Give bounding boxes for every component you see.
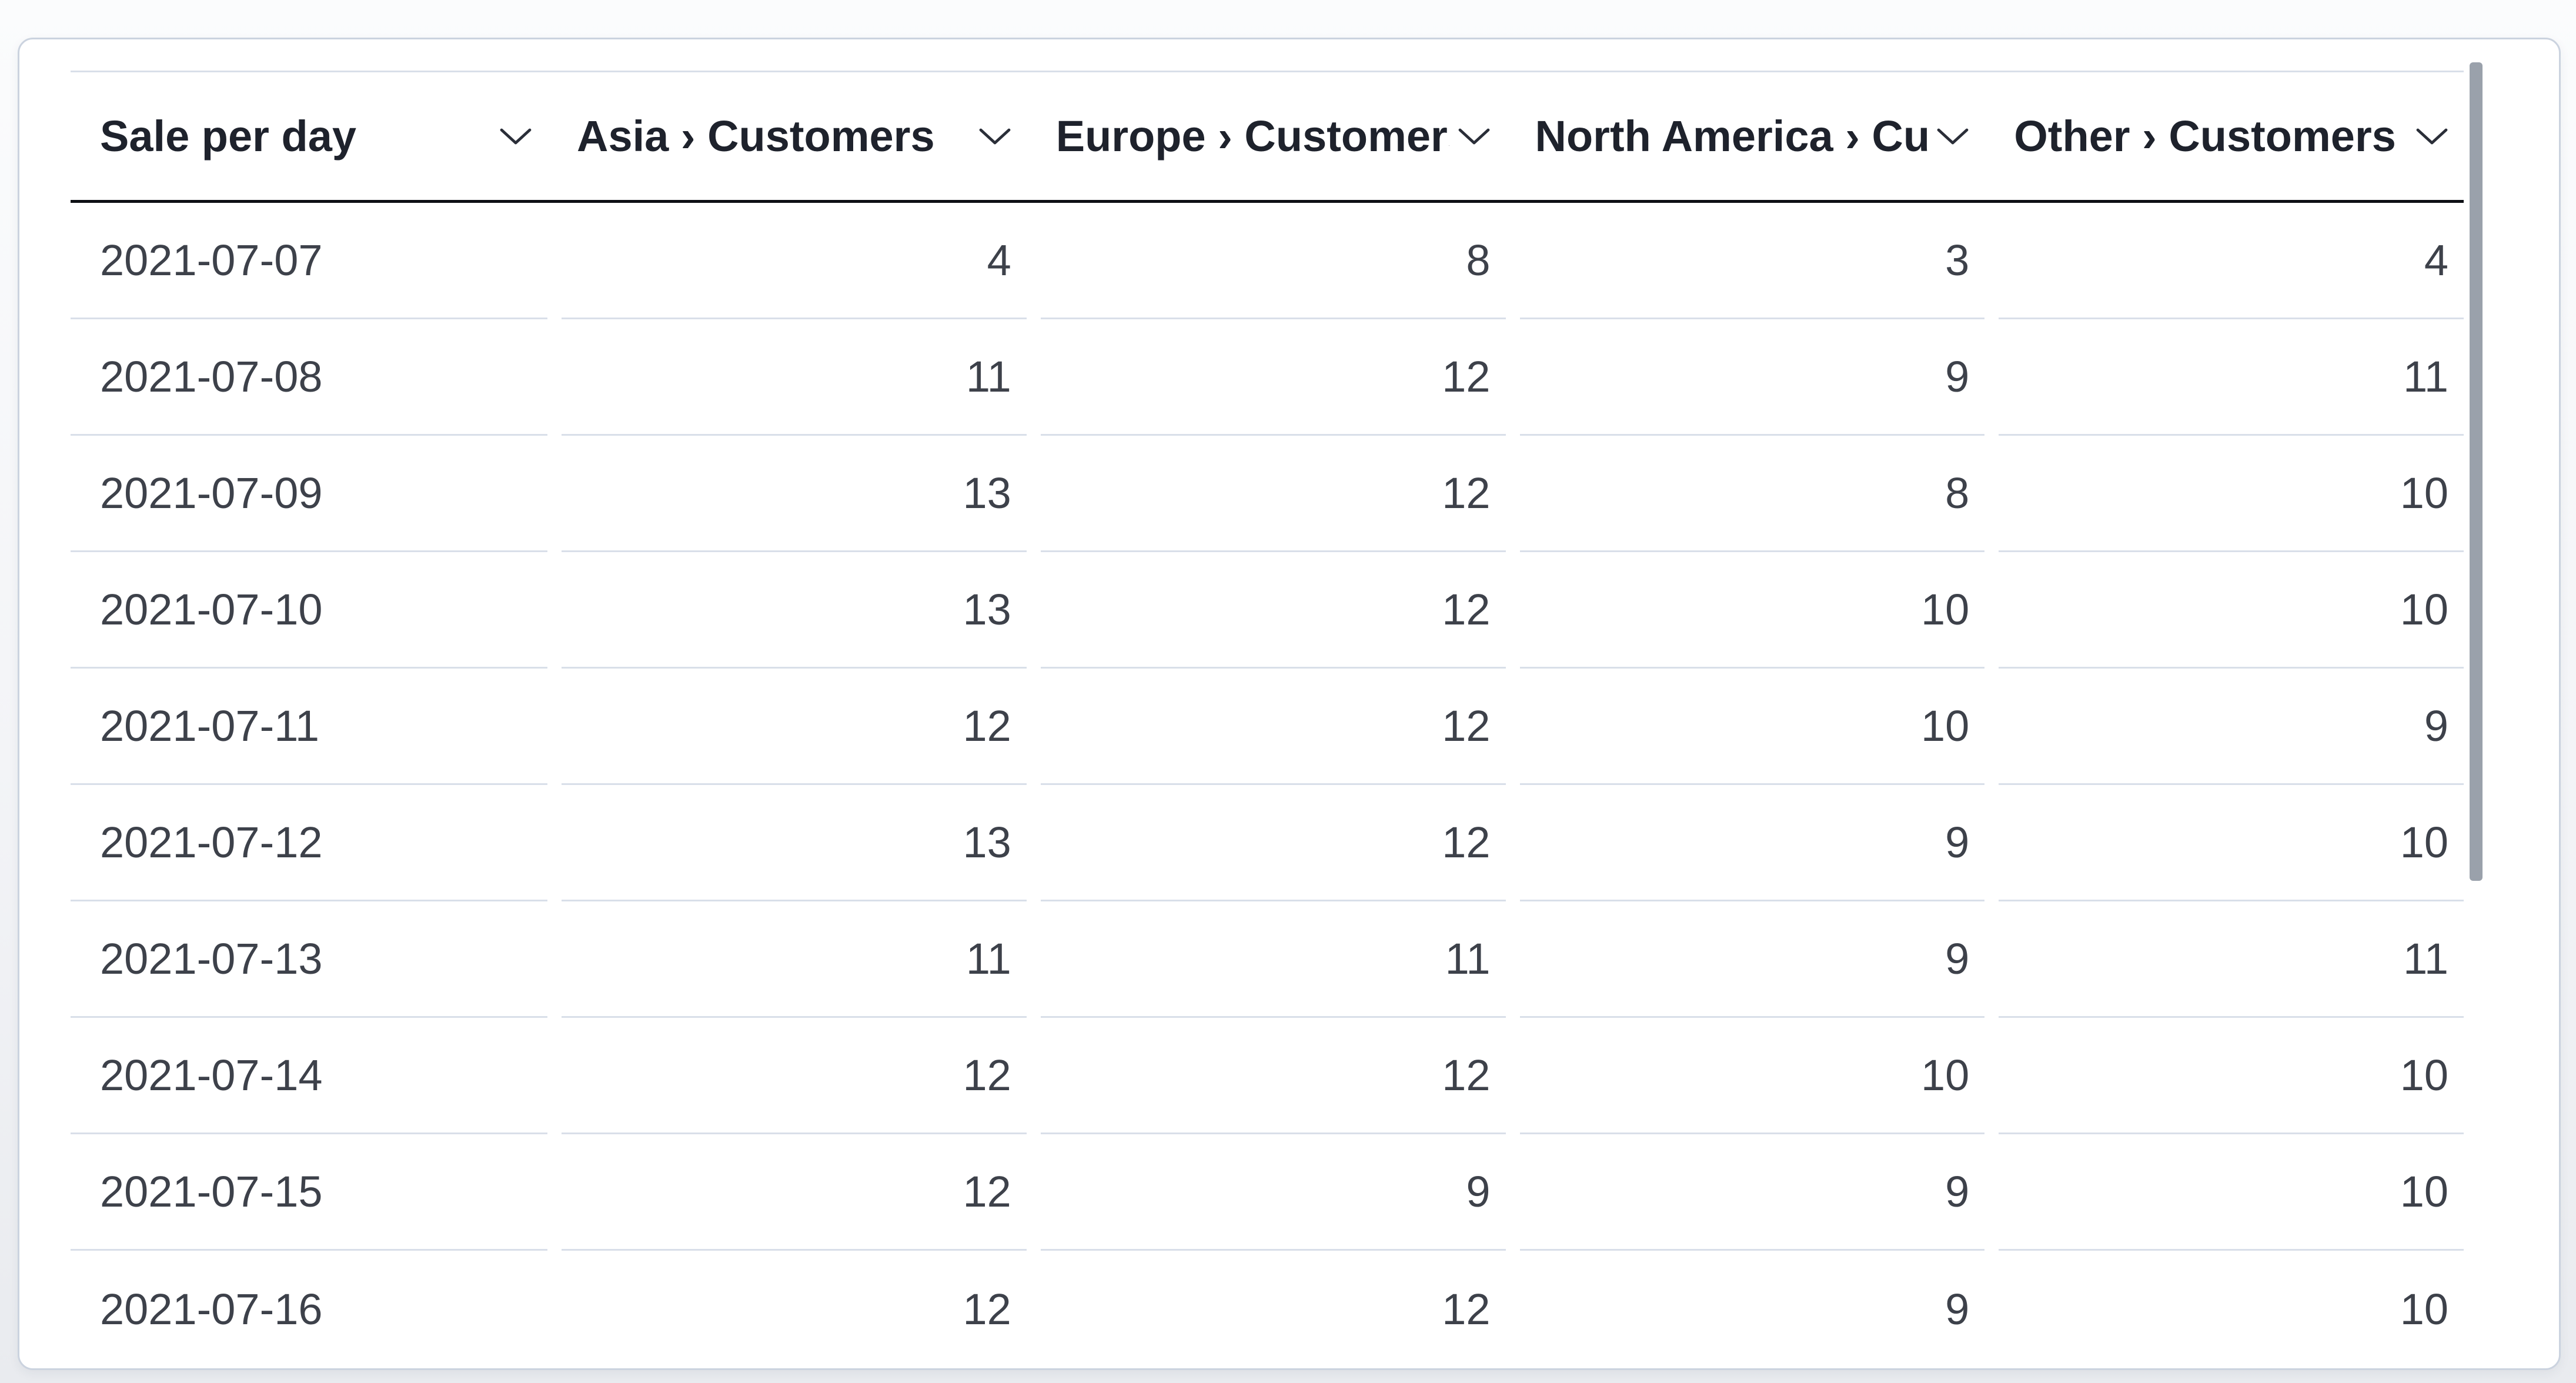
- value-cell: 12: [1040, 669, 1506, 785]
- date-cell: 2021-07-08: [71, 319, 547, 436]
- value-cell: 10: [1999, 1018, 2464, 1134]
- value-cell: 4: [1999, 203, 2464, 319]
- table-row: 2021-07-16 12 12 9 10: [71, 1251, 2464, 1367]
- column-header-label: Other › Customers: [2014, 112, 2396, 161]
- value-cell: 11: [1999, 901, 2464, 1018]
- value-cell: 4: [562, 203, 1027, 319]
- value-cell: 12: [1040, 319, 1506, 436]
- table-row: 2021-07-12 13 12 9 10: [71, 785, 2464, 901]
- value-cell: 9: [1519, 319, 1985, 436]
- value-cell: 10: [1999, 552, 2464, 669]
- table-card: [18, 38, 2561, 1370]
- column-header-label: Sale per day: [100, 112, 357, 161]
- date-cell: 2021-07-10: [71, 552, 547, 669]
- value-cell: 11: [1999, 319, 2464, 436]
- date-cell: 2021-07-09: [71, 436, 547, 552]
- column-header-1[interactable]: Asia › Customers: [562, 72, 1027, 200]
- value-cell: 13: [562, 436, 1027, 552]
- column-header-3[interactable]: North America › Customers: [1520, 72, 1985, 200]
- table-row: 2021-07-08 11 12 9 11: [71, 319, 2464, 436]
- data-table: Sale per day Asia › Customers Europe › C…: [71, 71, 2464, 1367]
- value-cell: 8: [1519, 436, 1985, 552]
- chevron-down-icon[interactable]: [499, 127, 532, 146]
- value-cell: 12: [1040, 785, 1506, 901]
- value-cell: 10: [1999, 785, 2464, 901]
- date-cell: 2021-07-16: [100, 1284, 323, 1334]
- column-header-label: North America › Customers: [1535, 112, 1929, 161]
- value-cell: 3: [1519, 203, 1985, 319]
- table-row: 2021-07-15 12 9 9 10: [71, 1134, 2464, 1251]
- value-cell: 10: [1519, 552, 1985, 669]
- chevron-down-icon[interactable]: [978, 127, 1011, 146]
- value-cell: 10: [1999, 1134, 2464, 1251]
- date-cell: 2021-07-07: [71, 203, 547, 319]
- column-header-4[interactable]: Other › Customers: [1999, 72, 2464, 200]
- value-cell: 12: [1442, 1284, 1491, 1334]
- value-cell: 10: [1999, 436, 2464, 552]
- value-cell: 10: [1519, 1018, 1985, 1134]
- date-cell: 2021-07-13: [71, 901, 547, 1018]
- date-cell: 2021-07-15: [71, 1134, 547, 1251]
- chevron-down-icon[interactable]: [1936, 127, 1969, 146]
- value-cell: 13: [562, 552, 1027, 669]
- value-cell: 9: [1519, 785, 1985, 901]
- table-row: 2021-07-13 11 11 9 11: [71, 901, 2464, 1018]
- value-cell: 9: [1945, 1284, 1970, 1334]
- table-row: 2021-07-07 4 8 3 4: [71, 203, 2464, 319]
- value-cell: 9: [1519, 1134, 1985, 1251]
- value-cell: 10: [2400, 1284, 2448, 1334]
- value-cell: 12: [562, 1018, 1027, 1134]
- value-cell: 10: [1519, 669, 1985, 785]
- column-header-label: Europe › Customers: [1055, 112, 1449, 161]
- value-cell: 11: [562, 319, 1027, 436]
- value-cell: 12: [1040, 552, 1506, 669]
- chevron-down-icon[interactable]: [2415, 127, 2448, 146]
- chevron-down-icon[interactable]: [1458, 127, 1491, 146]
- vertical-scrollbar-thumb[interactable]: [2470, 62, 2483, 881]
- value-cell: 8: [1040, 203, 1506, 319]
- column-header-label: Asia › Customers: [577, 112, 935, 161]
- table-row: 2021-07-11 12 12 10 9: [71, 669, 2464, 785]
- value-cell: 9: [1040, 1134, 1506, 1251]
- value-cell: 12: [1040, 1018, 1506, 1134]
- column-header-2[interactable]: Europe › Customers: [1041, 72, 1506, 200]
- value-cell: 13: [562, 785, 1027, 901]
- value-cell: 11: [562, 901, 1027, 1018]
- table-header: Sale per day Asia › Customers Europe › C…: [71, 71, 2464, 203]
- value-cell: 9: [1519, 901, 1985, 1018]
- date-cell: 2021-07-11: [71, 669, 547, 785]
- value-cell: 12: [562, 669, 1027, 785]
- column-header-date[interactable]: Sale per day: [71, 72, 547, 200]
- date-cell: 2021-07-14: [71, 1018, 547, 1134]
- table-body: 2021-07-07 4 8 3 4 2021-07-08 11 12 9 11 2021-07-0…: [71, 203, 2464, 1367]
- table-row: 2021-07-09 13 12 8 10: [71, 436, 2464, 552]
- value-cell: 12: [1040, 436, 1506, 552]
- value-cell: 11: [1040, 901, 1506, 1018]
- value-cell: 9: [1999, 669, 2464, 785]
- table-row: 2021-07-10 13 12 10 10: [71, 552, 2464, 669]
- date-cell: 2021-07-12: [71, 785, 547, 901]
- table-row: 2021-07-14 12 12 10 10: [71, 1018, 2464, 1134]
- value-cell: 12: [562, 1134, 1027, 1251]
- value-cell: 12: [963, 1284, 1011, 1334]
